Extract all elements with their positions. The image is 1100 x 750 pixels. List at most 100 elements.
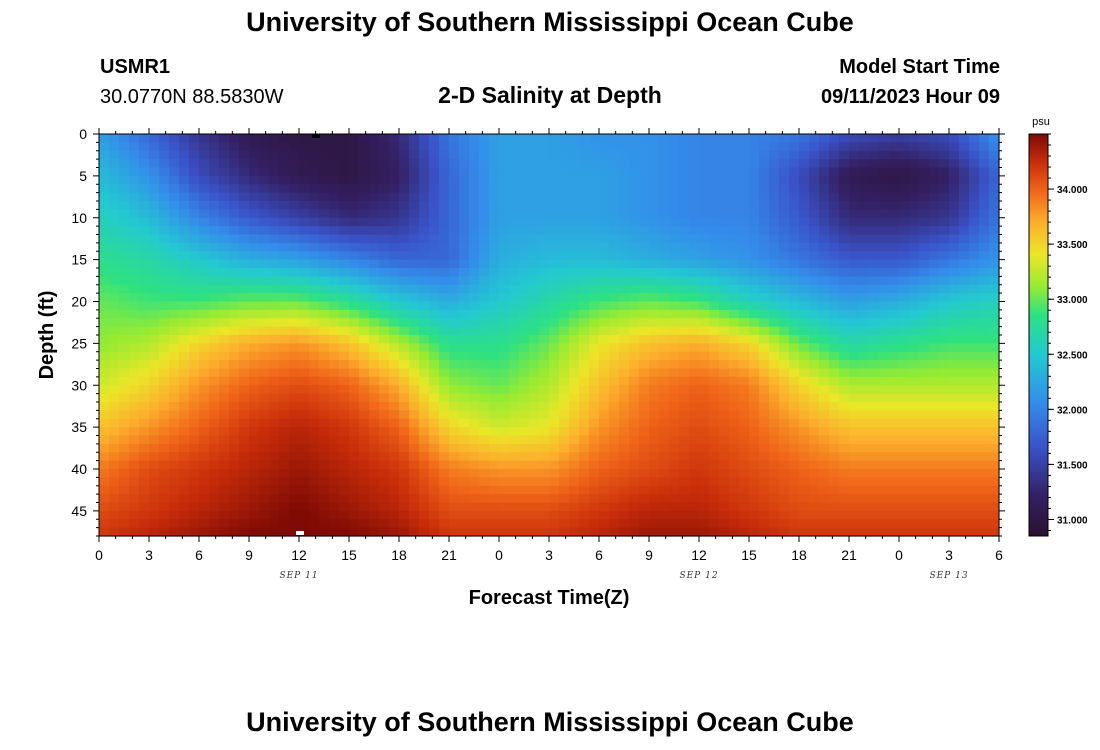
heatmap-cell <box>549 150 560 160</box>
heatmap-cell <box>509 167 520 177</box>
heatmap-cell <box>729 284 740 294</box>
heatmap-cell <box>479 494 490 504</box>
heatmap-cell <box>679 527 690 537</box>
heatmap-cell <box>789 393 800 403</box>
heatmap-cell <box>409 159 420 169</box>
heatmap-cell <box>259 150 270 160</box>
heatmap-cell <box>429 326 440 336</box>
heatmap-cell <box>99 276 110 286</box>
heatmap-cell <box>459 268 470 277</box>
heatmap-cell <box>979 410 990 420</box>
x-tick-label: 15 <box>741 547 757 563</box>
heatmap-cell <box>469 226 480 236</box>
heatmap-cell <box>169 443 180 453</box>
heatmap-cell <box>569 301 580 311</box>
heatmap-cell <box>669 519 680 529</box>
heatmap-cell <box>659 343 670 353</box>
heatmap-cell <box>119 502 130 512</box>
heatmap-cell <box>689 494 700 504</box>
heatmap-cell <box>179 418 190 428</box>
heatmap-cell <box>579 268 590 277</box>
heatmap-cell <box>719 360 730 370</box>
heatmap-cell <box>219 385 230 395</box>
heatmap-cell <box>479 293 490 303</box>
heatmap-cell <box>979 242 990 252</box>
heatmap-cell <box>269 184 280 194</box>
heatmap-cell <box>559 276 570 286</box>
heatmap-cell <box>749 460 760 470</box>
heatmap-cell <box>639 326 650 336</box>
heatmap-cell <box>629 217 640 227</box>
heatmap-cell <box>159 293 170 303</box>
x-tick-label: 3 <box>545 547 553 563</box>
heatmap-cell <box>809 284 820 294</box>
heatmap-cell <box>899 209 910 219</box>
heatmap-cell <box>349 435 360 445</box>
heatmap-cell <box>699 477 710 487</box>
heatmap-cell <box>729 268 740 277</box>
heatmap-cell <box>389 376 400 386</box>
heatmap-cell <box>319 485 330 495</box>
heatmap-cell <box>719 217 730 227</box>
heatmap-cell <box>459 309 470 319</box>
heatmap-cell <box>99 376 110 386</box>
heatmap-cell <box>719 393 730 403</box>
heatmap-cell <box>429 318 440 328</box>
heatmap-cell <box>539 402 550 411</box>
heatmap-cell <box>109 343 120 353</box>
heatmap-cell <box>99 209 110 219</box>
heatmap-cell <box>329 351 340 361</box>
heatmap-cell <box>609 268 620 277</box>
heatmap-cell <box>429 418 440 428</box>
heatmap-cell <box>559 469 570 478</box>
heatmap-cell <box>319 402 330 411</box>
heatmap-cell <box>509 360 520 370</box>
heatmap-cell <box>949 159 960 169</box>
heatmap-cell <box>809 242 820 252</box>
heatmap-cell <box>959 360 970 370</box>
heatmap-cell <box>709 351 720 361</box>
heatmap-cell <box>699 519 710 529</box>
heatmap-cell <box>379 343 390 353</box>
heatmap-cell <box>619 452 630 462</box>
heatmap-cell <box>609 402 620 411</box>
heatmap-cell <box>919 368 930 378</box>
heatmap-cell <box>179 293 190 303</box>
heatmap-cell <box>139 201 150 210</box>
heatmap-cell <box>379 502 390 512</box>
heatmap-cell <box>559 519 570 529</box>
heatmap-cell <box>239 469 250 478</box>
heatmap-cell <box>139 343 150 353</box>
heatmap-cell <box>469 335 480 344</box>
heatmap-cell <box>369 343 380 353</box>
heatmap-cell <box>179 268 190 277</box>
heatmap-cell <box>639 259 650 269</box>
heatmap-cell <box>479 309 490 319</box>
heatmap-cell <box>189 192 200 202</box>
heatmap-cell <box>209 335 220 344</box>
heatmap-cell <box>119 527 130 537</box>
heatmap-cell <box>369 192 380 202</box>
heatmap-cell <box>799 234 810 244</box>
heatmap-cell <box>859 301 870 311</box>
heatmap-cell <box>409 276 420 286</box>
heatmap-cell <box>509 418 520 428</box>
heatmap-cell <box>549 318 560 328</box>
heatmap-cell <box>229 226 240 236</box>
heatmap-cell <box>209 368 220 378</box>
heatmap-cell <box>939 376 950 386</box>
heatmap-cell <box>239 192 250 202</box>
heatmap-cell <box>329 485 340 495</box>
heatmap-cell <box>539 360 550 370</box>
heatmap-cell <box>819 443 830 453</box>
heatmap-cell <box>149 519 160 529</box>
heatmap-cell <box>869 167 880 177</box>
heatmap-cell <box>569 175 580 185</box>
heatmap-cell <box>149 477 160 487</box>
heatmap-cell <box>179 159 190 169</box>
heatmap-cell <box>159 259 170 269</box>
heatmap-cell <box>879 318 890 328</box>
heatmap-cell <box>149 510 160 520</box>
heatmap-cell <box>379 469 390 478</box>
heatmap-cell <box>379 510 390 520</box>
